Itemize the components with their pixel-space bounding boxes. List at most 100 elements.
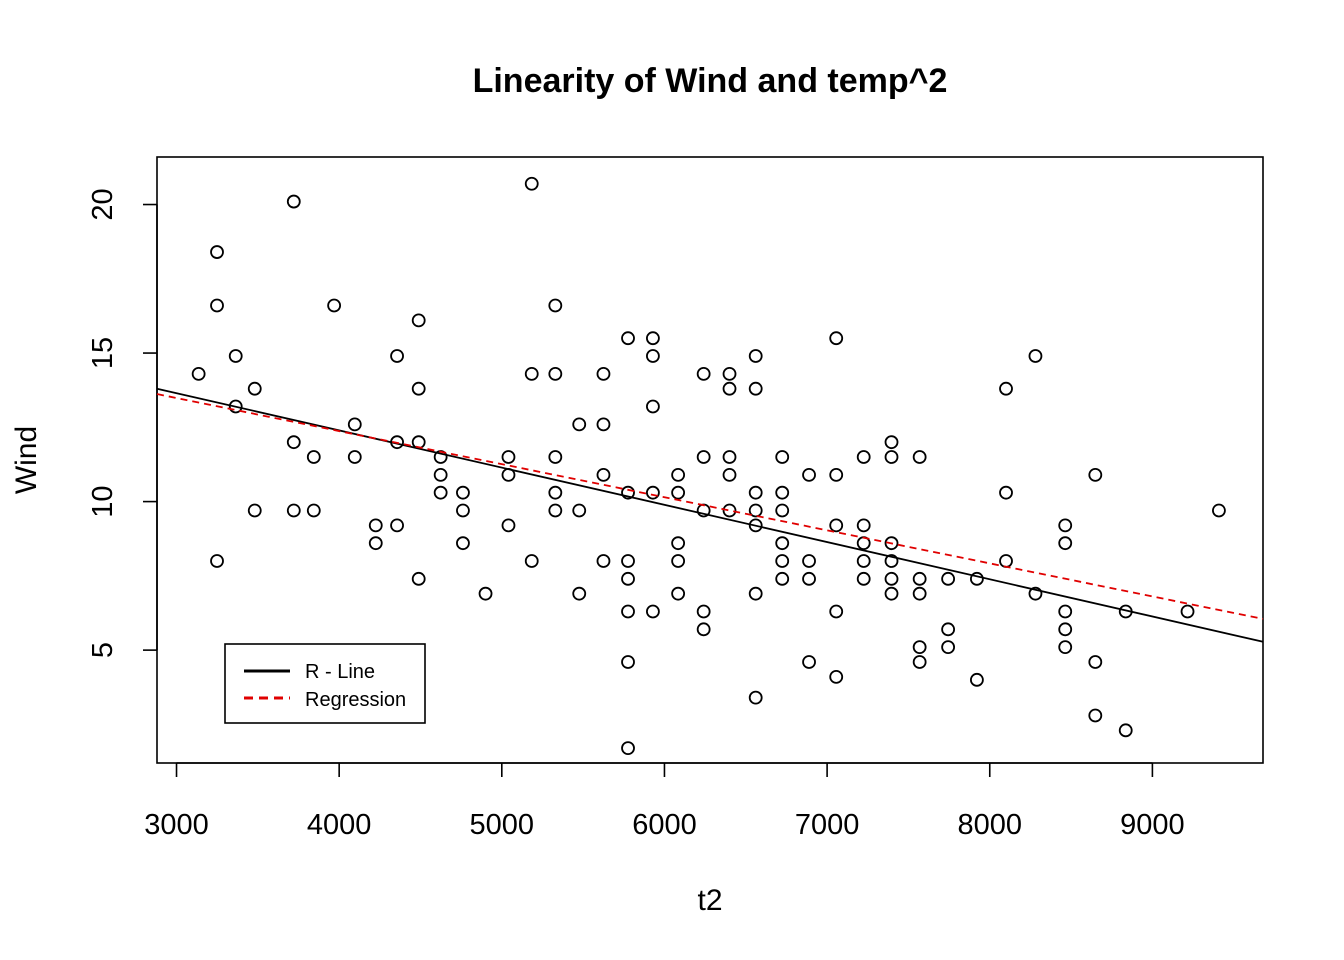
legend-label-regression: Regression	[305, 689, 406, 711]
data-point	[829, 669, 844, 684]
data-point	[696, 366, 711, 381]
regression-line	[156, 393, 1264, 620]
data-point	[548, 503, 563, 518]
legend-label-r-line: R - Line	[305, 661, 375, 683]
data-point	[748, 586, 763, 601]
data-point	[572, 503, 587, 518]
data-point	[748, 503, 763, 518]
data-point	[596, 366, 611, 381]
data-point	[368, 536, 383, 551]
data-point	[548, 450, 563, 464]
data-point	[247, 381, 262, 396]
x-tick-label: 8000	[957, 809, 1022, 841]
y-tick-label: 10	[87, 485, 119, 517]
data-point	[456, 485, 470, 500]
data-point	[775, 554, 790, 568]
data-point	[646, 485, 660, 500]
data-point	[621, 604, 635, 619]
data-point	[621, 331, 635, 346]
data-point	[572, 586, 587, 601]
data-point	[912, 450, 927, 464]
x-tick-label: 9000	[1120, 809, 1185, 841]
data-point	[524, 554, 539, 568]
data-point	[621, 571, 635, 586]
data-point	[912, 640, 927, 655]
data-point	[856, 571, 871, 586]
data-point	[696, 450, 711, 464]
legend: R - Line Regression	[224, 643, 426, 724]
data-point	[671, 536, 686, 551]
data-point	[347, 417, 362, 432]
data-point	[1058, 640, 1073, 655]
x-axis-label: t2	[697, 884, 722, 917]
data-point	[1028, 586, 1043, 601]
data-point	[775, 536, 790, 551]
data-point	[748, 349, 763, 363]
y-tick-label: 15	[87, 337, 119, 369]
data-point	[884, 450, 899, 464]
data-point	[941, 571, 956, 586]
data-point	[884, 571, 899, 586]
data-point	[1058, 604, 1073, 619]
data-point	[210, 245, 224, 259]
data-point	[941, 622, 956, 637]
data-point	[501, 450, 516, 464]
data-point	[884, 554, 899, 568]
data-point	[501, 518, 516, 533]
data-point	[548, 366, 563, 381]
data-point	[999, 554, 1013, 568]
data-point	[829, 467, 844, 482]
data-point	[390, 518, 404, 533]
data-point	[722, 450, 737, 464]
data-point	[1212, 503, 1226, 518]
data-point	[286, 435, 301, 450]
data-point	[210, 298, 224, 313]
data-point	[1058, 536, 1073, 551]
data-point	[856, 450, 871, 464]
data-point	[433, 485, 448, 500]
data-point	[306, 503, 321, 518]
data-point	[748, 381, 763, 396]
data-point	[671, 554, 686, 568]
data-point	[696, 604, 711, 619]
data-point	[829, 331, 844, 346]
data-point	[829, 604, 844, 619]
data-point	[970, 672, 984, 687]
data-point	[646, 331, 660, 346]
data-point	[722, 503, 737, 518]
data-point	[884, 586, 899, 601]
data-point	[621, 741, 635, 756]
data-point	[456, 536, 470, 551]
x-tick-label: 4000	[307, 809, 372, 841]
data-point	[524, 176, 539, 191]
data-point	[368, 518, 383, 533]
data-point	[941, 640, 956, 655]
data-point	[1180, 604, 1195, 619]
data-point	[748, 485, 763, 500]
data-point	[671, 586, 686, 601]
data-point	[1088, 708, 1103, 723]
x-tick-label: 5000	[470, 809, 535, 841]
data-point	[802, 554, 816, 568]
data-point	[327, 298, 342, 313]
data-point	[548, 298, 563, 313]
y-axis: 5 10 15 20	[87, 188, 158, 658]
y-axis-label: Wind	[10, 426, 43, 494]
x-axis: 3000 4000 5000 6000 7000 8000 9000	[144, 762, 1185, 841]
data-point	[1028, 349, 1043, 363]
y-tick-label: 5	[87, 642, 119, 658]
data-point	[671, 467, 686, 482]
data-point	[999, 381, 1013, 396]
data-point	[1118, 723, 1133, 738]
data-points	[191, 176, 1226, 756]
data-point	[596, 554, 611, 568]
data-point	[210, 554, 224, 568]
data-point	[191, 366, 206, 381]
data-point	[775, 485, 790, 500]
data-point	[884, 536, 899, 551]
data-point	[970, 571, 984, 586]
fit-lines	[156, 387, 1264, 643]
data-point	[572, 417, 587, 432]
data-point	[621, 554, 635, 568]
